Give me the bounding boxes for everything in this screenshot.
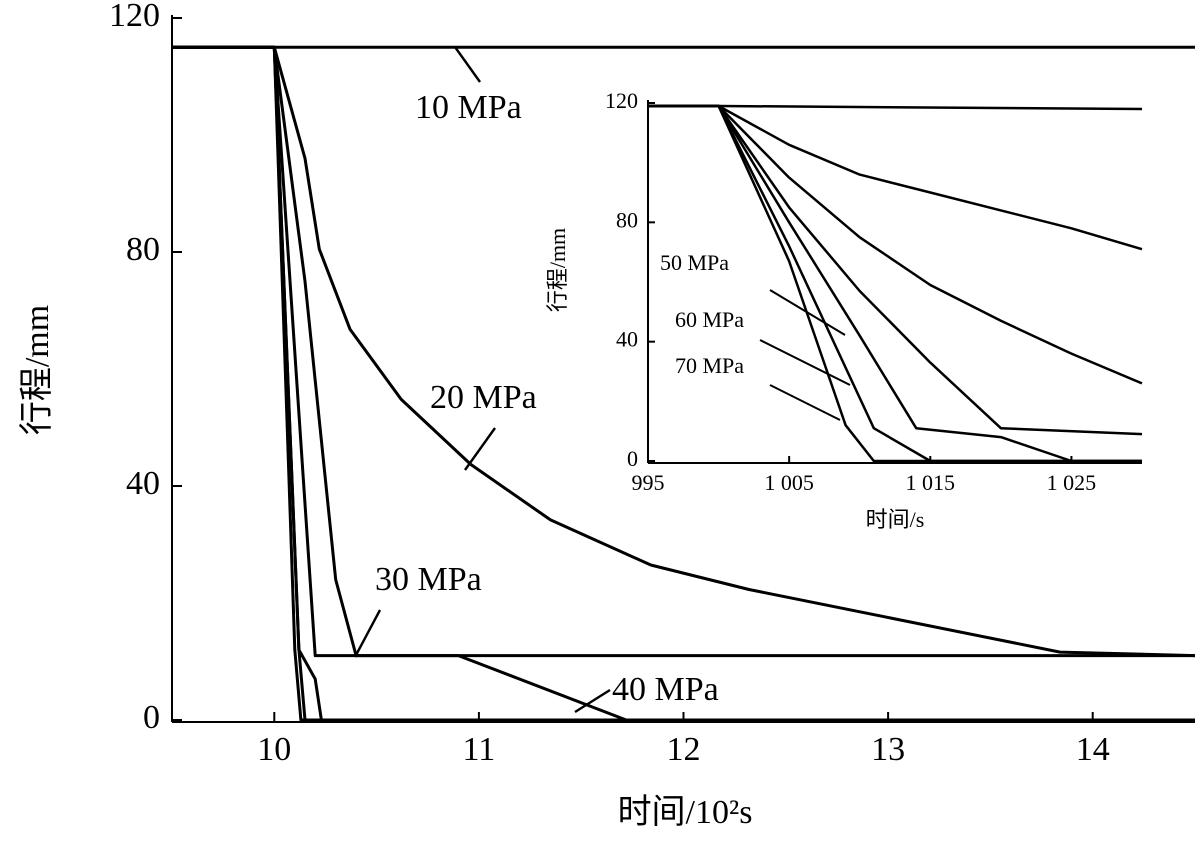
y-axis-label: 行程/mm xyxy=(18,305,56,435)
y-axis-label: 行程/mm xyxy=(545,228,570,312)
x-tick-label: 11 xyxy=(463,731,496,768)
series-annotation: 50 MPa xyxy=(660,250,729,275)
y-tick-label: 40 xyxy=(126,465,160,502)
annotation-leader xyxy=(759,339,851,386)
x-tick-label: 1 015 xyxy=(906,470,956,495)
series-annotation: 60 MPa xyxy=(675,307,744,332)
y-tick-label: 80 xyxy=(126,231,160,268)
x-axis-label: 时间/s xyxy=(866,507,925,532)
inset-chart: 995 1 005 1 015 1 025 0 40 80 120 时间/s 行程/mm 50 MP… xyxy=(545,88,1143,532)
y-tick-label: 0 xyxy=(627,446,638,471)
x-axis-label: 时间/10²s xyxy=(618,794,753,831)
series-line xyxy=(172,45,1196,658)
annotation-leader xyxy=(574,688,611,714)
series-line xyxy=(648,104,1142,463)
series-annotation: 10 MPa xyxy=(415,89,522,126)
y-tick-label: 40 xyxy=(616,327,638,352)
series-line xyxy=(648,104,1142,463)
x-tick-label: 14 xyxy=(1076,731,1110,768)
x-tick-label: 995 xyxy=(632,470,665,495)
x-tick-label: 1 005 xyxy=(764,470,814,495)
series-line xyxy=(648,104,1143,251)
x-tick-label: 10 xyxy=(257,731,291,768)
y-tick-label: 120 xyxy=(605,88,638,113)
x-tick-label: 1 025 xyxy=(1047,470,1097,495)
annotation-leader xyxy=(464,427,496,471)
x-tick-label: 13 xyxy=(871,731,905,768)
series-annotation: 20 MPa xyxy=(430,379,537,416)
annotation-leader xyxy=(769,384,841,421)
series-annotation: 70 MPa xyxy=(675,353,744,378)
main-chart: 10 11 12 13 14 0 40 80 120 时间/10²s 行程/mm 10 MPa 20 M… xyxy=(18,0,1196,831)
y-tick-label: 120 xyxy=(109,0,160,34)
series-line xyxy=(172,45,1195,722)
series-annotation: 30 MPa xyxy=(375,561,482,598)
x-tick-label: 12 xyxy=(667,731,701,768)
annotation-leader xyxy=(353,609,382,658)
annotation-leader xyxy=(454,46,481,83)
y-tick-label: 0 xyxy=(143,699,160,736)
series-line xyxy=(648,104,1143,385)
y-tick-label: 80 xyxy=(616,207,638,232)
series-annotation: 40 MPa xyxy=(612,671,719,708)
